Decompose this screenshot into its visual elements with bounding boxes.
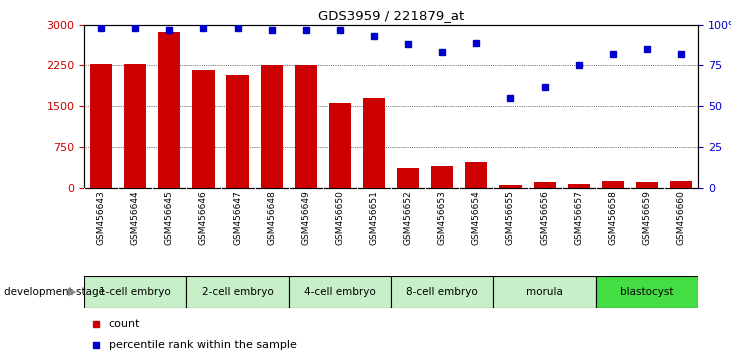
Bar	[227, 75, 249, 188]
Bar	[397, 168, 420, 188]
Bar	[90, 64, 113, 188]
Text: percentile rank within the sample: percentile rank within the sample	[109, 340, 297, 350]
Bar	[295, 65, 317, 188]
Text: GSM456652: GSM456652	[404, 190, 412, 245]
Text: GSM456645: GSM456645	[165, 190, 174, 245]
Text: GSM456653: GSM456653	[438, 190, 447, 245]
Bar	[602, 181, 624, 188]
Text: GSM456660: GSM456660	[677, 190, 686, 245]
Bar	[329, 103, 351, 188]
Bar	[192, 70, 214, 188]
Bar	[670, 181, 692, 188]
Text: GSM456649: GSM456649	[301, 190, 310, 245]
Text: 2-cell embryo: 2-cell embryo	[202, 287, 273, 297]
Bar	[596, 276, 698, 308]
Bar	[499, 185, 521, 188]
Text: 4-cell embryo: 4-cell embryo	[304, 287, 376, 297]
Text: GSM456656: GSM456656	[540, 190, 549, 245]
Text: development stage: development stage	[4, 287, 105, 297]
Title: GDS3959 / 221879_at: GDS3959 / 221879_at	[318, 9, 464, 22]
Bar	[186, 276, 289, 308]
Text: GSM456658: GSM456658	[608, 190, 617, 245]
Text: morula: morula	[526, 287, 563, 297]
Bar	[260, 65, 283, 188]
Bar	[636, 182, 658, 188]
Bar	[534, 182, 556, 188]
Bar	[363, 97, 385, 188]
Text: count: count	[109, 319, 140, 329]
Text: GSM456650: GSM456650	[336, 190, 344, 245]
Text: GSM456657: GSM456657	[575, 190, 583, 245]
Text: GSM456648: GSM456648	[268, 190, 276, 245]
Bar	[567, 184, 590, 188]
Bar	[289, 276, 391, 308]
Text: GSM456643: GSM456643	[96, 190, 105, 245]
Text: GSM456647: GSM456647	[233, 190, 242, 245]
Text: 8-cell embryo: 8-cell embryo	[406, 287, 478, 297]
Bar	[493, 276, 596, 308]
Bar	[465, 162, 488, 188]
Bar	[391, 276, 493, 308]
Bar	[431, 166, 453, 188]
Bar	[84, 276, 186, 308]
Text: GSM456654: GSM456654	[472, 190, 481, 245]
Text: GSM456651: GSM456651	[370, 190, 379, 245]
Text: ▶: ▶	[68, 287, 77, 297]
Text: GSM456644: GSM456644	[131, 190, 140, 245]
Bar	[124, 64, 146, 188]
Text: blastocyst: blastocyst	[620, 287, 674, 297]
Text: GSM456659: GSM456659	[643, 190, 651, 245]
Bar	[159, 32, 181, 188]
Text: 1-cell embryo: 1-cell embryo	[99, 287, 171, 297]
Text: GSM456655: GSM456655	[506, 190, 515, 245]
Text: GSM456646: GSM456646	[199, 190, 208, 245]
